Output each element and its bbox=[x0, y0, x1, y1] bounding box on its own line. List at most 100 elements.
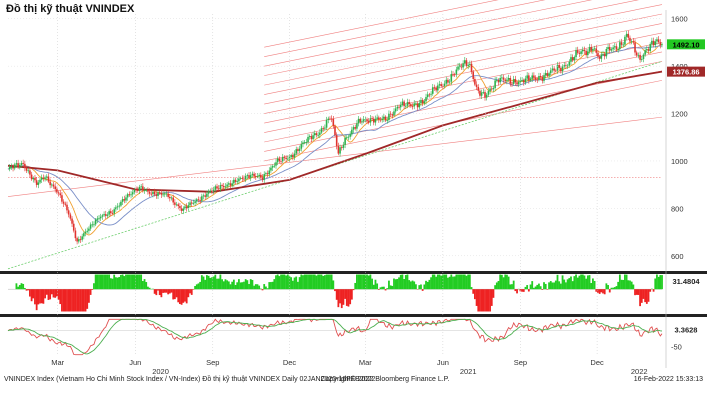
histogram-bar bbox=[474, 289, 476, 300]
histogram-bar bbox=[512, 280, 515, 290]
histogram-bar bbox=[339, 289, 341, 304]
candle-body bbox=[162, 194, 164, 196]
candle-body bbox=[583, 49, 586, 51]
candle-body bbox=[511, 83, 513, 85]
candle-body bbox=[607, 47, 609, 50]
histogram-bar bbox=[224, 279, 227, 290]
candle-body bbox=[624, 36, 626, 45]
histogram-bar bbox=[39, 289, 41, 304]
histogram-bar bbox=[270, 282, 272, 290]
histogram-bar bbox=[494, 285, 497, 290]
candle-body bbox=[47, 176, 50, 182]
histogram-bar bbox=[221, 279, 223, 290]
candle-body bbox=[560, 67, 562, 72]
candle-body bbox=[214, 186, 217, 190]
candle-body bbox=[293, 153, 296, 158]
histogram-bar bbox=[325, 274, 328, 290]
chart-title: Đồ thị kỹ thuật VNINDEX bbox=[6, 3, 135, 15]
candle-body bbox=[388, 113, 390, 121]
candle-body bbox=[155, 194, 158, 196]
candle-body bbox=[111, 213, 114, 214]
histogram-bar bbox=[401, 274, 404, 290]
histogram-bar bbox=[268, 282, 271, 290]
candle-body bbox=[425, 97, 427, 102]
histogram-bar bbox=[288, 276, 291, 290]
histogram-bar bbox=[254, 284, 257, 290]
histogram-bar bbox=[630, 281, 633, 290]
ma-long-line bbox=[7, 70, 663, 193]
candle-body bbox=[35, 180, 38, 185]
histogram-bar bbox=[303, 274, 306, 290]
histogram-bar bbox=[244, 279, 247, 290]
histogram-bar bbox=[195, 284, 198, 290]
histogram-bar bbox=[608, 289, 611, 293]
price-tick-label: 1000 bbox=[671, 157, 688, 166]
histogram-bar bbox=[295, 276, 298, 290]
histogram-bar bbox=[135, 274, 138, 290]
oscillator-value: 3.3628 bbox=[675, 326, 698, 335]
candle-body bbox=[8, 166, 11, 170]
candle-body bbox=[587, 51, 589, 56]
candle-body bbox=[482, 92, 485, 93]
histogram-bar bbox=[411, 280, 414, 290]
histogram-bar bbox=[612, 287, 615, 290]
histogram-bar bbox=[227, 281, 230, 290]
histogram-bar bbox=[205, 275, 208, 290]
histogram-bar bbox=[642, 289, 645, 299]
candle-body bbox=[391, 114, 394, 116]
histogram-bar bbox=[639, 289, 641, 307]
candle-body bbox=[17, 163, 19, 167]
panel-separator bbox=[0, 271, 707, 274]
histogram-bar bbox=[222, 281, 225, 290]
candle-body bbox=[580, 51, 582, 54]
histogram-bar bbox=[35, 289, 38, 311]
candle-body bbox=[260, 174, 262, 178]
channel-line bbox=[264, 4, 663, 86]
candle-body bbox=[448, 81, 451, 83]
candle-body bbox=[241, 178, 244, 179]
histogram-bar bbox=[418, 285, 421, 290]
histogram-bar bbox=[179, 289, 181, 305]
histogram-bar bbox=[457, 274, 459, 290]
candle-body bbox=[295, 149, 298, 154]
histogram-bar bbox=[147, 286, 149, 290]
histogram-bar bbox=[79, 289, 82, 312]
candle-body bbox=[167, 193, 169, 197]
histogram-bar bbox=[603, 289, 606, 295]
histogram-bar bbox=[305, 274, 308, 290]
histogram-bar bbox=[570, 276, 572, 290]
histogram-bar bbox=[536, 284, 539, 290]
histogram-bar bbox=[420, 284, 422, 290]
price-tick-label: 1600 bbox=[671, 15, 688, 24]
histogram-bar bbox=[502, 277, 505, 290]
candle-body bbox=[153, 191, 156, 195]
histogram-bar bbox=[219, 274, 222, 290]
month-tick-label: Dec bbox=[283, 358, 297, 367]
histogram-bar bbox=[57, 289, 60, 300]
candle-body bbox=[285, 157, 287, 160]
candle-body bbox=[571, 57, 574, 61]
candle-body bbox=[447, 79, 449, 83]
histogram-bar bbox=[278, 276, 281, 290]
candle-body bbox=[489, 88, 491, 92]
candle-body bbox=[142, 186, 144, 191]
candle-body bbox=[332, 118, 335, 127]
candle-body bbox=[253, 173, 255, 177]
histogram-bar bbox=[583, 275, 586, 290]
candle-body bbox=[383, 116, 385, 119]
oscillator-panel bbox=[7, 318, 663, 356]
histogram-bar bbox=[17, 286, 20, 290]
axis-layer: 60080010001200140016001492.101376.8631.4… bbox=[0, 10, 707, 376]
candle-body bbox=[71, 218, 73, 224]
candle-body bbox=[536, 79, 539, 81]
histogram-bar bbox=[652, 289, 655, 292]
candle-body bbox=[12, 166, 14, 169]
histogram-bar bbox=[544, 283, 547, 290]
histogram-bar bbox=[22, 283, 25, 290]
candle-body bbox=[83, 233, 85, 237]
histogram-bar bbox=[256, 284, 259, 290]
candle-body bbox=[128, 194, 131, 196]
candle-body bbox=[440, 84, 442, 86]
histogram-bar bbox=[84, 289, 87, 312]
histogram-bar bbox=[177, 289, 180, 303]
